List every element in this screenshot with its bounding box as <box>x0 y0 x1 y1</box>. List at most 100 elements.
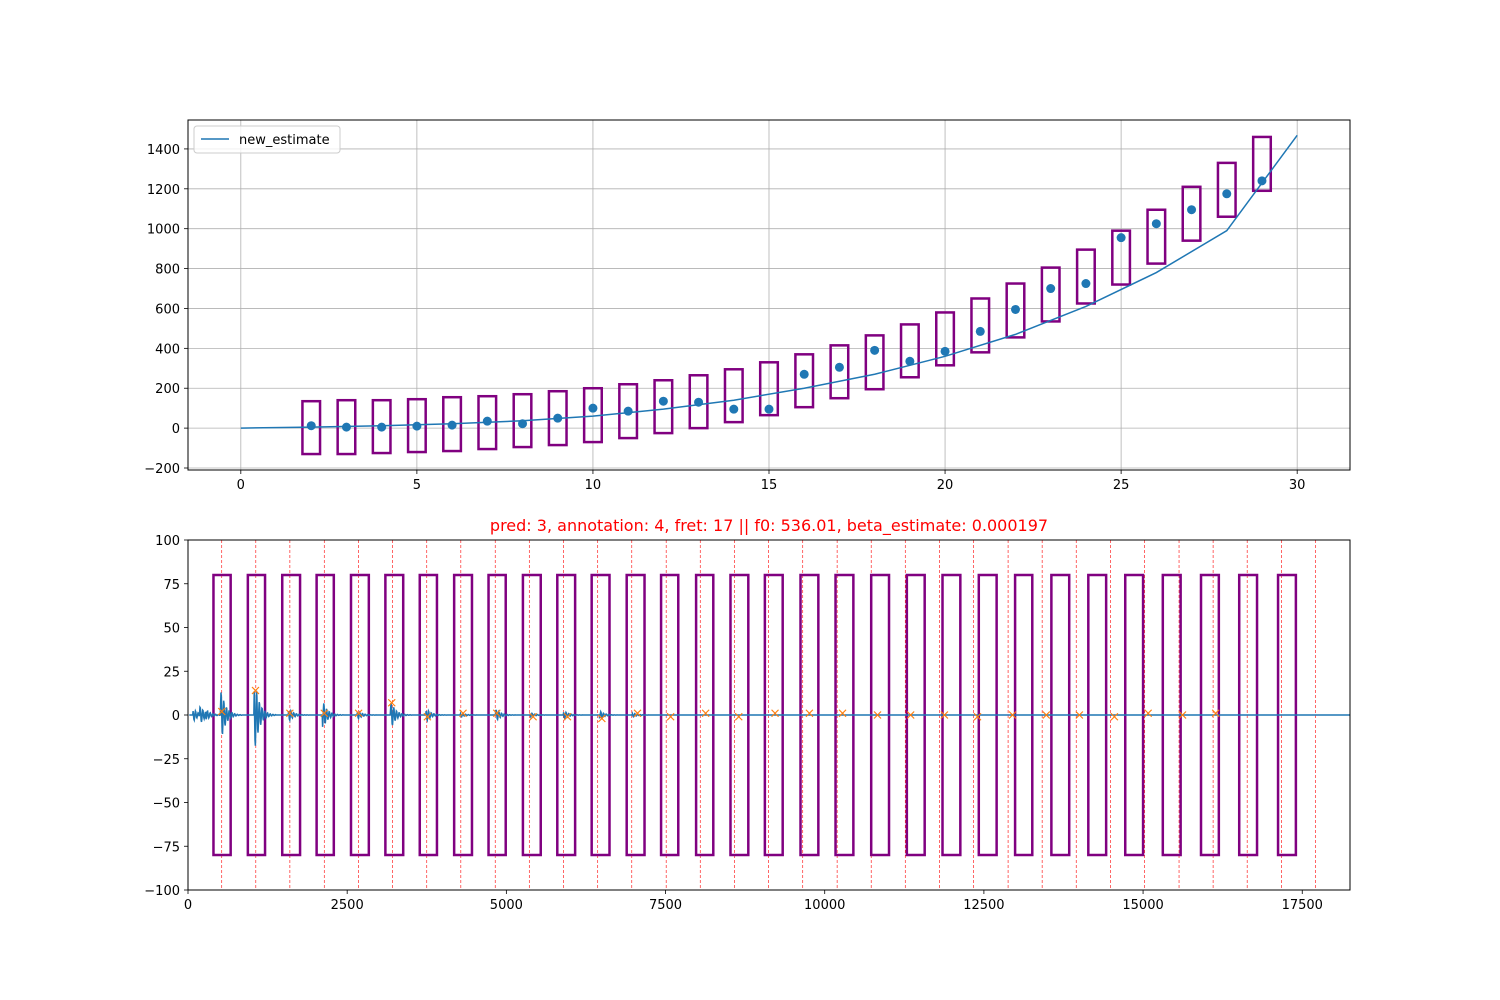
top-chart-points <box>306 176 1267 432</box>
peak-marker <box>633 709 642 718</box>
data-point <box>940 346 950 356</box>
bottom-chart-y-ticks: −100 −75 −50 −25 0 25 50 75 100 <box>144 534 188 899</box>
data-point <box>694 397 704 407</box>
peak-marker <box>940 711 949 719</box>
peak-marker <box>459 709 467 718</box>
top-x-tick-label: 10 <box>585 478 602 493</box>
data-point <box>518 419 528 429</box>
peak-marker <box>1075 711 1084 719</box>
data-point <box>1151 219 1161 229</box>
top-range-box <box>935 311 956 367</box>
top-x-tick-label: 30 <box>1289 478 1306 493</box>
bottom-y-tick-label: −25 <box>153 753 180 768</box>
data-point <box>412 421 422 431</box>
data-point <box>905 356 915 366</box>
top-y-tick-label: 800 <box>155 263 180 278</box>
top-y-tick-label: 1000 <box>147 223 180 238</box>
data-point <box>447 420 457 430</box>
bottom-x-tick-label: 7500 <box>649 898 682 913</box>
bottom-x-tick-label: 10000 <box>804 898 845 913</box>
peak-marker <box>423 712 432 721</box>
data-point <box>553 413 563 423</box>
data-point <box>764 404 774 414</box>
data-point <box>1081 279 1091 289</box>
bottom-x-tick-label: 17500 <box>1282 898 1323 913</box>
top-range-box <box>1181 185 1202 242</box>
legend-box <box>193 125 341 154</box>
top-chart-x-ticks: 0 5 10 15 20 25 30 <box>237 470 1306 493</box>
bottom-y-tick-label: 25 <box>163 665 180 680</box>
bottom-x-tick-label: 15000 <box>1122 898 1163 913</box>
peak-marker <box>529 712 538 721</box>
top-x-tick-label: 5 <box>413 478 421 493</box>
bottom-y-tick-label: 50 <box>163 622 180 637</box>
data-point <box>799 369 809 379</box>
peak-marker <box>1008 711 1017 719</box>
bottom-x-tick-label: 0 <box>184 898 192 913</box>
bottom-y-tick-label: 75 <box>163 578 180 593</box>
data-point <box>1116 233 1126 243</box>
peak-marker <box>492 709 501 718</box>
data-point <box>1010 304 1020 314</box>
peak-marker <box>973 712 982 721</box>
audio-waveform <box>189 690 1350 746</box>
top-range-box <box>1251 135 1273 193</box>
data-point <box>870 345 880 355</box>
peak-marker <box>563 712 572 721</box>
peak-marker <box>217 707 226 716</box>
bottom-x-tick-label: 2500 <box>331 898 364 913</box>
peak-marker <box>906 711 915 719</box>
data-point <box>1046 284 1056 294</box>
top-y-tick-label: 0 <box>172 422 180 437</box>
peak-marker <box>701 709 710 718</box>
top-range-box <box>794 353 815 409</box>
top-x-tick-label: 0 <box>237 478 245 493</box>
bottom-chart-markers <box>217 686 1220 723</box>
top-x-tick-label: 25 <box>1113 478 1130 493</box>
peak-marker <box>320 709 329 718</box>
peak-marker <box>354 709 363 718</box>
top-chart-legend: new_estimate <box>193 125 341 154</box>
top-y-tick-label: −200 <box>144 462 180 477</box>
top-range-box <box>758 361 780 417</box>
bottom-x-tick-label: 12500 <box>963 898 1004 913</box>
data-point <box>729 404 739 414</box>
peak-marker <box>387 698 396 707</box>
bottom-chart-title: pred: 3, annotation: 4, fret: 17 || f0: … <box>490 516 1048 536</box>
data-point <box>658 396 668 406</box>
data-point <box>482 416 492 426</box>
top-range-box <box>1111 229 1132 286</box>
bottom-y-tick-label: −75 <box>153 840 180 855</box>
bottom-y-tick-label: −100 <box>144 884 180 899</box>
bottom-y-tick-label: 0 <box>172 709 180 724</box>
peak-marker <box>1110 712 1119 721</box>
top-range-box <box>1216 161 1237 218</box>
top-y-tick-label: 600 <box>155 302 180 317</box>
top-chart: 0 5 10 15 20 25 30 −200 0 200 400 600 800 1000 1200 14… <box>144 119 1351 493</box>
top-range-box <box>829 344 850 400</box>
bottom-chart-x-ticks: 0 2500 5000 7500 10000 12500 15000 17500 <box>184 890 1323 913</box>
top-x-tick-label: 20 <box>937 478 954 493</box>
data-point <box>975 326 985 336</box>
top-range-box <box>970 297 991 354</box>
peak-marker <box>251 686 260 695</box>
bottom-chart: pred: 3, annotation: 4, fret: 17 || f0: … <box>144 516 1351 913</box>
top-range-box <box>1075 248 1096 305</box>
top-range-box <box>1005 282 1026 339</box>
peak-marker <box>1211 709 1220 718</box>
peak-marker <box>1178 711 1187 719</box>
data-point <box>623 406 633 416</box>
peak-marker <box>771 709 779 718</box>
peak-marker <box>1042 711 1051 719</box>
data-point <box>341 422 351 432</box>
top-y-tick-label: 200 <box>155 382 180 397</box>
peak-marker <box>666 712 675 721</box>
peak-marker <box>285 709 294 718</box>
legend-label: new_estimate <box>239 133 330 148</box>
top-range-box <box>1040 266 1061 323</box>
data-point <box>588 403 598 413</box>
top-y-tick-label: 400 <box>155 342 180 357</box>
top-y-tick-label: 1400 <box>147 143 180 158</box>
